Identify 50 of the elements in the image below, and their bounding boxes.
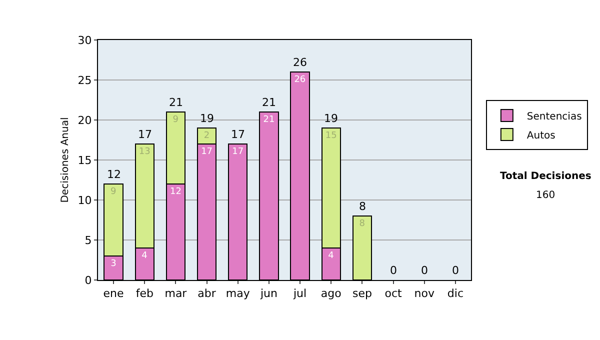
data-label: 4	[328, 251, 334, 261]
data-label: 21	[263, 115, 275, 125]
x-tick-label: mar	[164, 287, 188, 300]
x-tick-label: feb	[136, 287, 154, 300]
x-tick-label: sep	[352, 287, 372, 300]
data-label: 8	[359, 219, 366, 229]
total-label: 12	[107, 168, 121, 181]
total-label: 21	[262, 96, 276, 109]
x-tick-label: ago	[320, 287, 342, 300]
legend-label: Sentencias	[526, 111, 582, 122]
y-tick-label: 0	[84, 274, 92, 287]
data-label: 26	[294, 75, 306, 85]
data-label: 15	[325, 131, 337, 141]
x-tick-label: abr	[198, 287, 216, 300]
x-tick-label: may	[226, 287, 250, 300]
data-label: 9	[110, 187, 117, 197]
total-label: 0	[421, 264, 428, 277]
x-tick-label: jul	[292, 287, 307, 300]
data-label: 9	[172, 115, 179, 125]
total-label: 8	[359, 200, 366, 213]
y-tick-label: 5	[84, 234, 92, 247]
total-label: 19	[324, 112, 338, 125]
data-label: 3	[110, 259, 116, 269]
x-tick-label: dic	[447, 287, 464, 300]
total-label: 21	[169, 96, 183, 109]
total-label: 26	[293, 56, 307, 69]
data-label: 17	[232, 147, 244, 157]
data-label: 2	[204, 131, 210, 141]
y-tick-label: 30	[78, 34, 92, 47]
legend-label: Autos	[526, 130, 556, 142]
x-tick-label: ene	[103, 287, 124, 300]
x-tick-label: jun	[259, 287, 278, 300]
total-label: 0	[452, 264, 459, 277]
y-tick-label: 20	[78, 114, 92, 127]
data-label: 4	[142, 251, 148, 261]
y-tick-label: 25	[78, 74, 92, 87]
x-tick-label: nov	[414, 287, 435, 300]
total-label: 0	[390, 264, 397, 277]
data-label: 17	[201, 147, 213, 157]
data-label: 13	[138, 147, 150, 157]
total-label: 19	[200, 112, 214, 125]
text: 160	[536, 190, 556, 201]
total-label: 17	[231, 128, 245, 141]
total-label: 17	[138, 128, 152, 141]
y-axis-title: Decisiones Anual	[60, 117, 71, 203]
y-tick-label: 15	[78, 154, 92, 167]
y-tick-label: 10	[78, 194, 92, 207]
x-tick-label: oct	[384, 287, 403, 300]
data-label: 12	[170, 187, 182, 197]
text: Total Decisiones	[500, 171, 592, 182]
